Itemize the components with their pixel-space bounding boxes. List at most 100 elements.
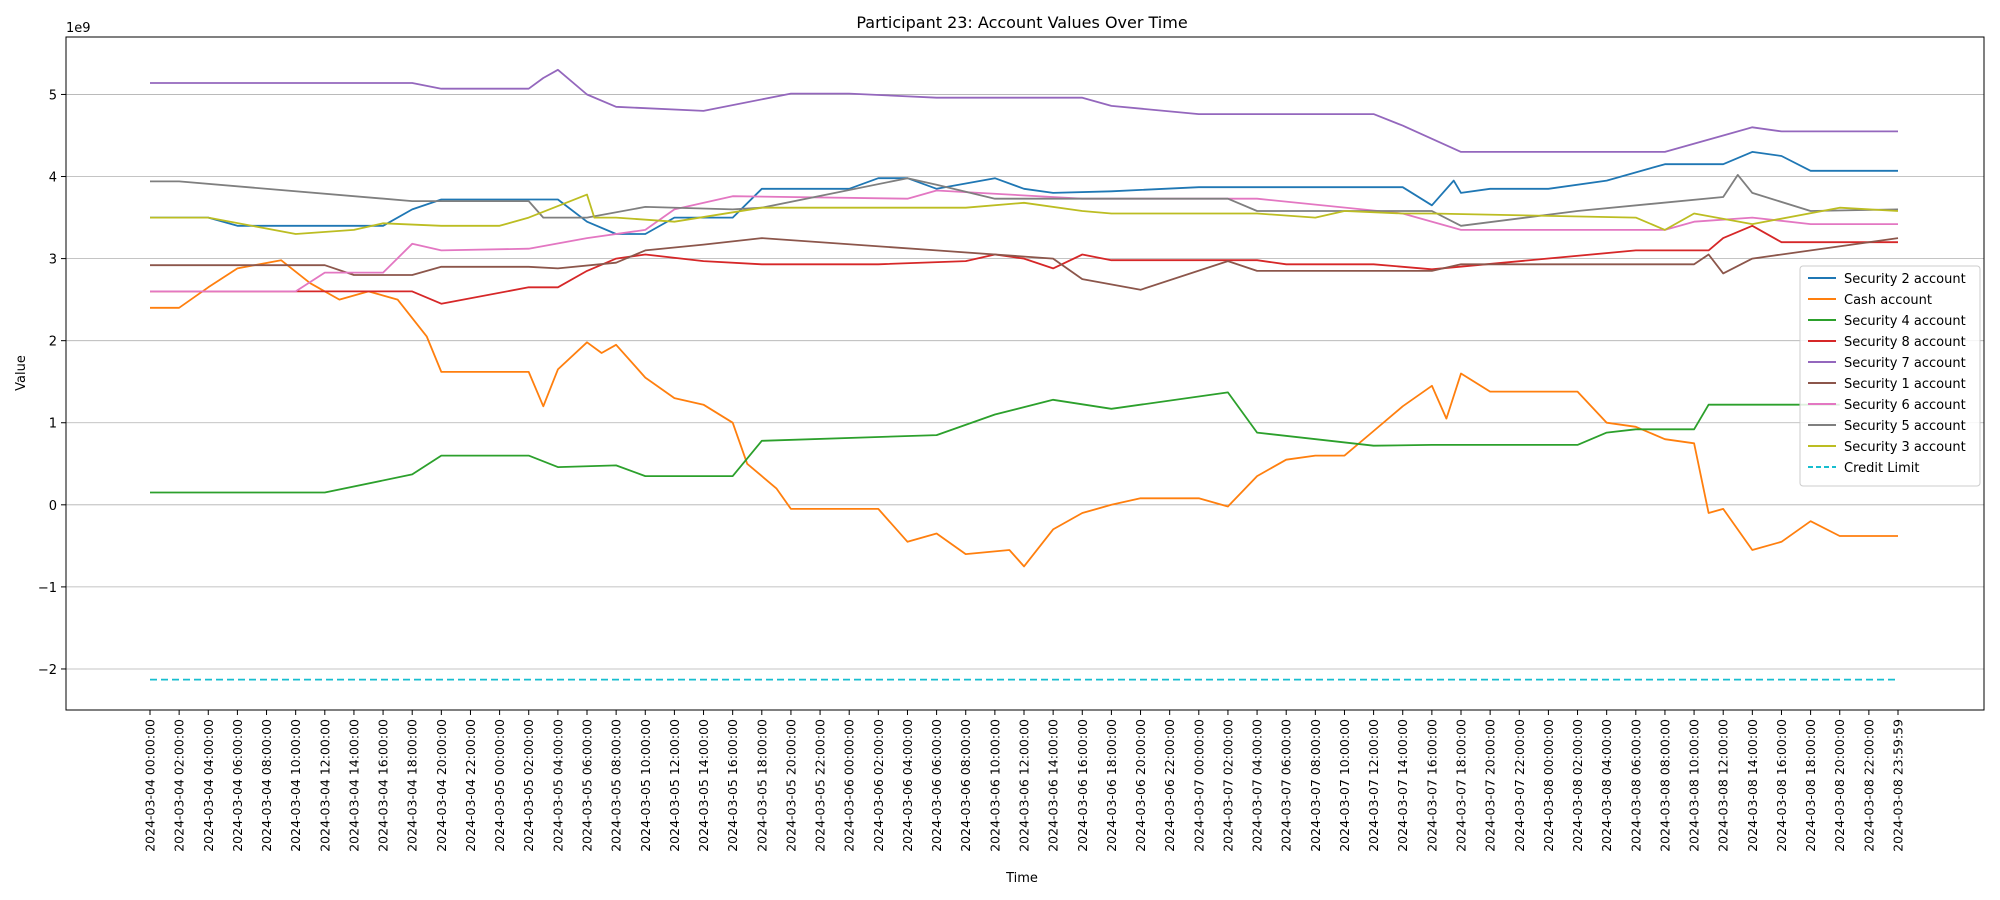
x-tick-label: 2024-03-08 12:00:00 <box>1716 719 1731 852</box>
series-line <box>150 189 1898 293</box>
series-line <box>150 151 1898 235</box>
x-tick-label: 2024-03-08 06:00:00 <box>1628 719 1643 852</box>
x-tick-label: 2024-03-07 20:00:00 <box>1483 719 1498 852</box>
x-tick-label: 2024-03-06 20:00:00 <box>1133 719 1148 852</box>
x-tick-label: 2024-03-08 16:00:00 <box>1774 719 1789 852</box>
x-tick-label: 2024-03-04 06:00:00 <box>230 719 245 852</box>
series-line <box>150 224 1898 305</box>
legend-label: Security 3 account <box>1844 440 1966 455</box>
x-axis-label: Time <box>1005 871 1038 886</box>
legend-label: Security 8 account <box>1844 335 1966 350</box>
y-offset-label: 1e9 <box>66 21 91 36</box>
x-tick-label: 2024-03-06 14:00:00 <box>1046 719 1061 852</box>
x-tick-label: 2024-03-08 22:00:00 <box>1861 719 1876 852</box>
x-tick-label: 2024-03-06 18:00:00 <box>1104 719 1119 852</box>
x-tick-label: 2024-03-08 18:00:00 <box>1803 719 1818 852</box>
y-tick-label: 0 <box>49 499 57 514</box>
x-tick-label: 2024-03-06 22:00:00 <box>1162 719 1177 852</box>
x-tick-label: 2024-03-05 18:00:00 <box>754 719 769 852</box>
x-tick-label: 2024-03-08 23:59:59 <box>1891 719 1906 852</box>
x-tick-label: 2024-03-06 04:00:00 <box>900 719 915 852</box>
chart-title: Participant 23: Account Values Over Time <box>856 13 1187 32</box>
x-tick-label: 2024-03-05 06:00:00 <box>580 719 595 852</box>
legend-label: Security 2 account <box>1844 272 1966 287</box>
x-tick-label: 2024-03-05 10:00:00 <box>638 719 653 852</box>
x-tick-label: 2024-03-04 22:00:00 <box>463 719 478 852</box>
x-tick-label: 2024-03-04 18:00:00 <box>405 719 420 852</box>
series-line <box>150 259 1898 568</box>
x-tick-label: 2024-03-07 10:00:00 <box>1337 719 1352 852</box>
y-tick-label: 5 <box>49 88 57 103</box>
legend: Security 2 account Cash account Security 4… <box>1799 265 1981 487</box>
y-tick-label: 4 <box>49 171 57 186</box>
legend-label: Security 1 account <box>1844 377 1966 392</box>
x-tick-label: 2024-03-06 10:00:00 <box>987 719 1002 852</box>
y-tick-label: 1 <box>49 417 57 432</box>
y-tick-label: 2 <box>49 335 57 350</box>
x-tick-label: 2024-03-04 04:00:00 <box>201 719 216 852</box>
plot-frame <box>65 36 1985 711</box>
x-tick-label: 2024-03-06 16:00:00 <box>1075 719 1090 852</box>
x-tick-label: 2024-03-07 00:00:00 <box>1191 719 1206 852</box>
x-tick-label: 2024-03-08 14:00:00 <box>1745 719 1760 852</box>
x-tick-label: 2024-03-06 00:00:00 <box>842 719 857 852</box>
y-tick-label: 3 <box>49 253 57 268</box>
x-tick-label: 2024-03-04 12:00:00 <box>317 719 332 852</box>
x-tick-label: 2024-03-05 04:00:00 <box>550 719 565 852</box>
series-line <box>150 68 1898 153</box>
legend-label: Credit Limit <box>1844 461 1919 476</box>
legend-box <box>1799 265 1981 487</box>
x-tick-label: 2024-03-07 08:00:00 <box>1308 719 1323 852</box>
x-tick-label: 2024-03-07 06:00:00 <box>1279 719 1294 852</box>
x-tick-label: 2024-03-07 16:00:00 <box>1424 719 1439 852</box>
y-axis-label: Value <box>14 355 29 391</box>
legend-label: Security 4 account <box>1844 314 1966 329</box>
x-tick-label: 2024-03-04 14:00:00 <box>346 719 361 852</box>
x-tick-label: 2024-03-04 10:00:00 <box>288 719 303 852</box>
x-tick-label: 2024-03-08 10:00:00 <box>1687 719 1702 852</box>
x-tick-label: 2024-03-07 02:00:00 <box>1220 719 1235 852</box>
legend-label: Security 7 account <box>1844 356 1966 371</box>
series-line <box>150 193 1899 235</box>
x-tick-label: 2024-03-07 12:00:00 <box>1366 719 1381 852</box>
series-line <box>150 174 1899 227</box>
x-tick-label: 2024-03-05 12:00:00 <box>667 719 682 852</box>
x-tick-label: 2024-03-04 00:00:00 <box>143 719 158 852</box>
series-lines <box>150 68 1899 681</box>
x-tick-label: 2024-03-08 02:00:00 <box>1570 719 1585 852</box>
x-tick-label: 2024-03-07 04:00:00 <box>1250 719 1265 852</box>
grid-lines <box>66 94 1984 670</box>
x-tick-label: 2024-03-05 16:00:00 <box>725 719 740 852</box>
x-tick-label: 2024-03-04 16:00:00 <box>376 719 391 852</box>
series-line <box>150 391 1840 494</box>
x-tick-label: 2024-03-05 14:00:00 <box>696 719 711 852</box>
x-tick-label: 2024-03-05 02:00:00 <box>521 719 536 852</box>
x-axis: 2024-03-04 00:00:00 2024-03-04 02:00:00 20… <box>143 710 1906 852</box>
x-tick-label: 2024-03-04 08:00:00 <box>259 719 274 852</box>
x-tick-label: 2024-03-04 20:00:00 <box>434 719 449 852</box>
legend-label: Cash account <box>1844 293 1932 308</box>
x-tick-label: 2024-03-06 08:00:00 <box>958 719 973 852</box>
x-tick-label: 2024-03-08 08:00:00 <box>1657 719 1672 852</box>
x-tick-label: 2024-03-05 20:00:00 <box>783 719 798 852</box>
y-tick-label: −2 <box>38 663 57 678</box>
legend-label: Security 5 account <box>1844 419 1966 434</box>
series-line <box>150 237 1899 291</box>
x-tick-label: 2024-03-04 02:00:00 <box>172 719 187 852</box>
x-tick-label: 2024-03-07 22:00:00 <box>1512 719 1527 852</box>
x-tick-label: 2024-03-08 00:00:00 <box>1541 719 1556 852</box>
x-tick-label: 2024-03-05 08:00:00 <box>609 719 624 852</box>
x-tick-label: 2024-03-08 20:00:00 <box>1832 719 1847 852</box>
legend-label: Security 6 account <box>1844 398 1966 413</box>
x-tick-label: 2024-03-06 12:00:00 <box>1017 719 1032 852</box>
y-axis: −2 −1 0 1 2 3 4 5 <box>38 88 66 678</box>
x-tick-label: 2024-03-06 06:00:00 <box>929 719 944 852</box>
x-tick-label: 2024-03-08 04:00:00 <box>1599 719 1614 852</box>
y-tick-label: −1 <box>38 581 57 596</box>
x-tick-label: 2024-03-05 00:00:00 <box>492 719 507 852</box>
x-tick-label: 2024-03-05 22:00:00 <box>813 719 828 852</box>
x-tick-label: 2024-03-07 18:00:00 <box>1454 719 1469 852</box>
x-tick-label: 2024-03-07 14:00:00 <box>1395 719 1410 852</box>
x-tick-label: 2024-03-06 02:00:00 <box>871 719 886 852</box>
